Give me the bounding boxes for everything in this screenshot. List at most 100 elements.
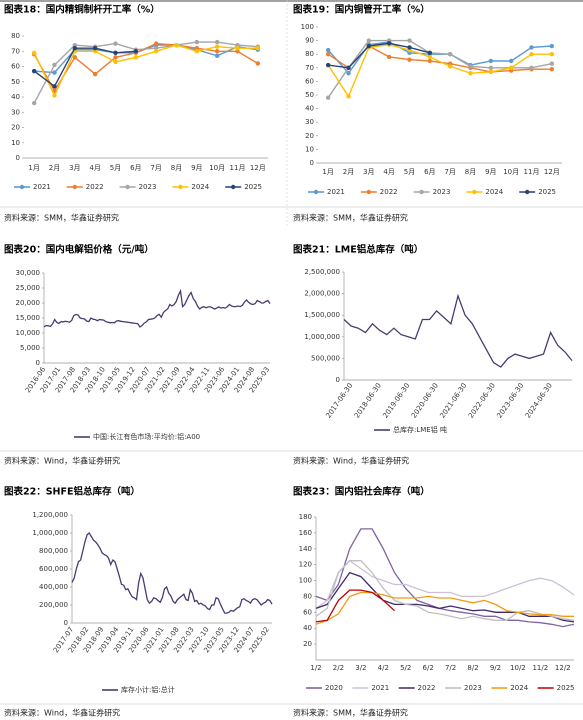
y-tick-label: 60 <box>11 63 20 71</box>
x-tick-label: 4/2 <box>378 664 389 672</box>
x-tick-label: 2023-06-30 <box>496 382 526 420</box>
y-tick-label: 60 <box>303 608 312 616</box>
point <box>549 43 555 49</box>
point <box>92 71 98 77</box>
point <box>52 84 57 89</box>
x-tick-label: 2019-06-30 <box>382 382 412 420</box>
point <box>214 49 220 54</box>
source-note: 资料来源：Wind，华鑫证券研究 <box>4 708 120 718</box>
legend-label: 2024 <box>510 684 528 692</box>
y-tick-label: 0 <box>36 359 40 367</box>
legend-label: 2021 <box>371 684 389 692</box>
y-tick-label: 70 <box>305 64 314 72</box>
x-tick-label: 5/2 <box>400 664 411 672</box>
x-tick-label: 2月 <box>49 164 60 172</box>
x-tick-label: 1月 <box>28 164 39 172</box>
point <box>214 39 220 45</box>
y-tick-label: 50 <box>305 91 314 99</box>
point <box>31 68 37 74</box>
series-line <box>33 44 258 98</box>
series-line <box>33 41 258 104</box>
point <box>407 57 412 62</box>
y-tick-label: 80 <box>11 32 20 40</box>
legend-marker <box>419 189 424 195</box>
series-line <box>327 41 552 75</box>
x-tick-label: 3/2 <box>355 664 366 672</box>
point <box>447 52 453 57</box>
point <box>133 49 139 54</box>
y-tick-label: 10 <box>305 145 314 153</box>
legend-marker <box>313 189 319 195</box>
point <box>133 55 139 60</box>
y-tick-label: 140 <box>299 545 312 553</box>
x-tick-label: 3月 <box>69 164 80 172</box>
y-tick-label: 100 <box>301 23 314 31</box>
x-tick-label: 2/2 <box>333 664 344 672</box>
point <box>386 41 392 46</box>
point <box>52 70 57 75</box>
x-tick-label: 12月 <box>250 164 266 172</box>
point <box>427 58 433 64</box>
legend-label: 2024 <box>191 183 209 191</box>
point <box>174 42 179 48</box>
point <box>468 71 473 76</box>
point <box>113 41 118 46</box>
point <box>194 46 200 51</box>
point <box>549 61 555 66</box>
point <box>366 43 372 49</box>
legend-label: 总库存:LME铝 吨 <box>393 425 447 434</box>
y-tick-label: 5,000 <box>20 344 40 352</box>
legend-label: 2022 <box>380 188 398 196</box>
x-tick-label: 4月 <box>89 164 100 172</box>
x-tick-label: 10月 <box>503 168 519 176</box>
point <box>235 49 240 54</box>
x-tick-label: 7月 <box>150 164 161 172</box>
point <box>325 95 331 100</box>
point <box>508 58 514 64</box>
point <box>113 50 118 55</box>
point <box>488 69 494 75</box>
source-note: 资料来源：SMM，华鑫证券研究 <box>293 708 408 718</box>
series-line <box>315 559 575 609</box>
legend-label: 2025 <box>557 684 575 692</box>
x-tick-label: 9/2 <box>490 664 501 672</box>
point <box>235 46 240 51</box>
x-tick-label: 8月 <box>171 164 182 172</box>
chart-title: 图表21：LME铝总库存（吨） <box>293 244 423 256</box>
point <box>153 46 159 51</box>
legend-label: 库存小计:铝:总计 <box>121 685 175 694</box>
legend-label: 2022 <box>86 183 104 191</box>
series-line <box>33 47 136 88</box>
legend-marker <box>19 184 25 190</box>
y-tick-label: 100 <box>299 577 312 585</box>
y-tick-label: 180 <box>299 513 312 521</box>
point <box>255 61 261 66</box>
legend-label: 2025 <box>244 183 262 191</box>
chart-title: 图表18：国内精铜制杆开工率（%） <box>4 4 160 16</box>
y-tick-label: 20 <box>11 124 20 132</box>
y-tick-label: 0 <box>64 619 68 627</box>
source-note: 资料来源：SMM，华鑫证券研究 <box>4 213 119 223</box>
point <box>214 53 220 59</box>
y-tick-label: 50 <box>11 78 20 86</box>
point <box>113 55 118 60</box>
y-tick-label: 1,200,000 <box>32 511 68 519</box>
x-tick-label: 6月 <box>424 168 435 176</box>
y-tick-label: 200,000 <box>39 601 68 609</box>
point <box>52 62 57 68</box>
legend-label: 2023 <box>464 684 482 692</box>
legend-label: 2020 <box>325 684 343 692</box>
x-tick-label: 7/2 <box>445 664 456 672</box>
series-line <box>343 293 573 368</box>
point <box>488 65 494 71</box>
y-tick-label: 80 <box>305 50 314 58</box>
y-tick-label: 0 <box>16 154 20 162</box>
y-tick-label: 90 <box>305 37 314 45</box>
point <box>52 93 57 98</box>
x-tick-label: 11/2 <box>532 664 548 672</box>
y-tick-label: 20 <box>305 132 314 140</box>
legend-label: 2024 <box>485 188 503 196</box>
point <box>325 62 331 68</box>
x-tick-label: 3月 <box>363 168 374 176</box>
point <box>529 65 534 71</box>
